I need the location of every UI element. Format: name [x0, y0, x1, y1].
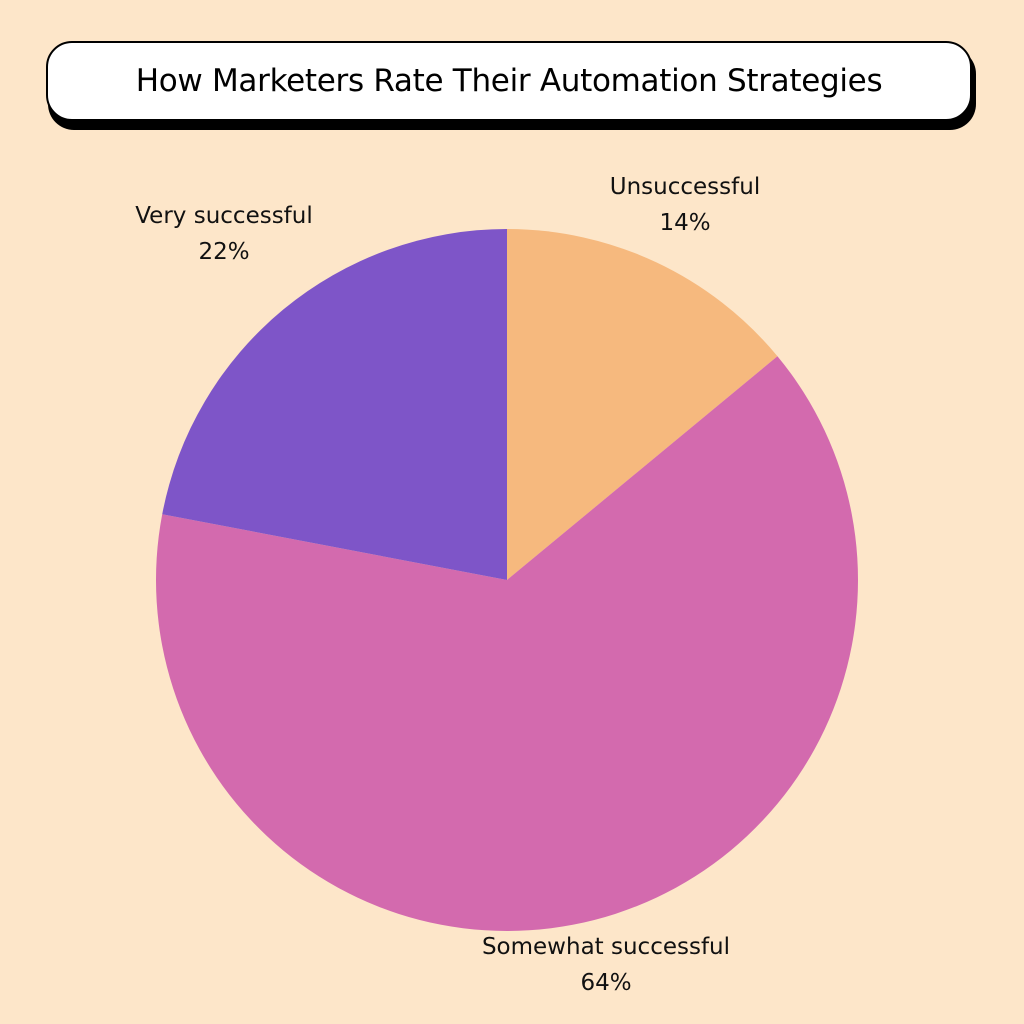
- slice-category-label: Somewhat successful: [482, 934, 730, 960]
- title-box: How Marketers Rate Their Automation Stra…: [46, 41, 972, 121]
- pie-slice-very-successful: [162, 229, 508, 580]
- chart-title: How Marketers Rate Their Automation Stra…: [135, 63, 883, 99]
- pie-slice-somewhat-successful: [156, 356, 858, 932]
- pie-labels: Unsuccessful 14% Somewhat successful 64% Ver…: [135, 174, 760, 996]
- pie-slice-unsuccessful: [507, 229, 778, 580]
- slice-percent-label: 14%: [659, 210, 710, 236]
- slice-percent-label: 64%: [580, 970, 631, 996]
- slice-percent-label: 22%: [198, 239, 249, 265]
- slice-category-label: Unsuccessful: [610, 174, 760, 200]
- slice-category-label: Very successful: [135, 203, 313, 229]
- pie-slices: [156, 229, 858, 932]
